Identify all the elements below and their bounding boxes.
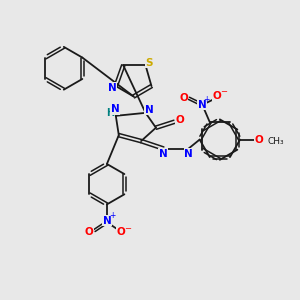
Text: N: N: [108, 82, 117, 93]
Text: O: O: [255, 135, 263, 145]
Text: +: +: [204, 95, 210, 104]
Text: N: N: [184, 149, 193, 159]
Text: N: N: [111, 104, 120, 114]
Text: +: +: [109, 211, 115, 220]
Text: O: O: [213, 91, 221, 101]
Text: O: O: [116, 227, 125, 237]
Text: −: −: [124, 224, 131, 233]
Text: O: O: [85, 227, 93, 237]
Text: O: O: [175, 115, 184, 125]
Text: N: N: [145, 105, 154, 115]
Text: −: −: [220, 87, 227, 96]
Text: H: H: [106, 108, 114, 118]
Text: N: N: [103, 216, 111, 226]
Text: O: O: [179, 93, 188, 103]
Text: N: N: [159, 149, 168, 159]
Text: N: N: [198, 100, 207, 110]
Text: CH₃: CH₃: [268, 136, 285, 146]
Text: S: S: [146, 58, 153, 68]
